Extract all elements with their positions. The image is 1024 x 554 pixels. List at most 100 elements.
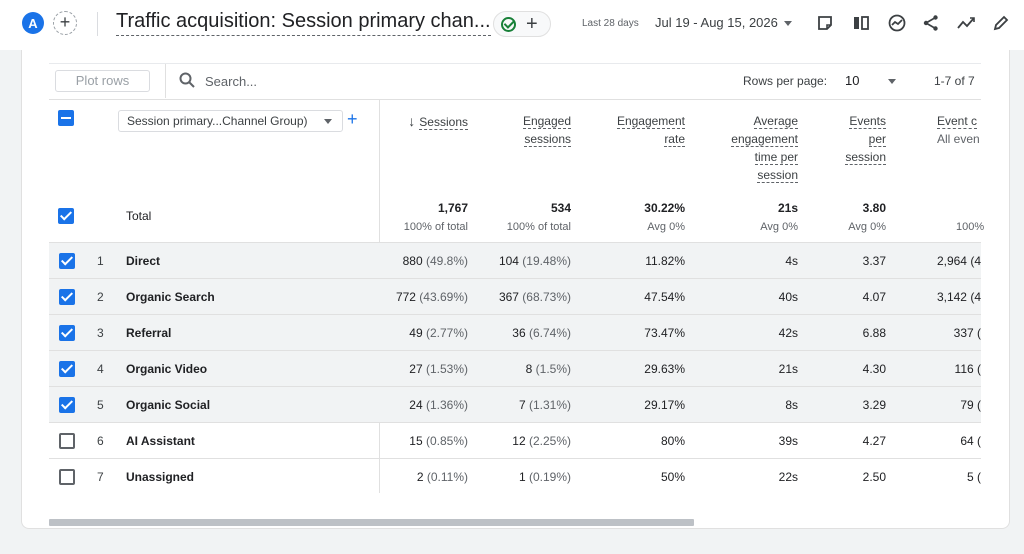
plot-rows-button[interactable]: Plot rows xyxy=(55,70,150,92)
column-header-label: engagement xyxy=(731,132,798,147)
add-comparison-button[interactable]: + xyxy=(53,11,77,35)
table-header-border xyxy=(49,99,981,100)
row-checkbox[interactable] xyxy=(59,433,75,449)
column-header-3[interactable]: Engagement rate xyxy=(585,112,685,148)
metric-value: 12 xyxy=(512,434,526,448)
row-checkbox[interactable] xyxy=(59,289,75,305)
rows-per-page-select[interactable]: 10 xyxy=(845,73,860,88)
row-index: 2 xyxy=(97,290,104,304)
toolbar-top-border xyxy=(49,63,981,64)
channel-name[interactable]: Organic Social xyxy=(126,398,211,412)
chevron-down-icon[interactable] xyxy=(888,79,896,84)
table-row[interactable]: 1 Direct 880 (49.8%) 104 (19.48%) 11.82% 4s 3.… xyxy=(49,242,981,278)
metric-cell: 21s xyxy=(698,362,798,376)
channel-name[interactable]: Direct xyxy=(126,254,161,268)
table-row[interactable]: 7 Unassigned 2 (0.11%) 1 (0.19%) 50% 22s 2.50 5… xyxy=(49,458,981,494)
horizontal-scrollbar[interactable] xyxy=(49,519,694,526)
table-row[interactable]: 2 Organic Search 772 (43.69%) 367 (68.73%) 4… xyxy=(49,278,981,314)
share-icon[interactable] xyxy=(920,12,942,34)
table-row[interactable]: 3 Referral 49 (2.77%) 36 (6.74%) 73.47% 42s 6.… xyxy=(49,314,981,350)
column-header-2[interactable]: Engaged sessions xyxy=(471,112,571,148)
report-title[interactable]: Traffic acquisition: Session primary cha… xyxy=(116,10,491,36)
report-status-pill[interactable]: + xyxy=(493,11,551,37)
row-checkbox[interactable] xyxy=(59,361,75,377)
metric-value: 1 xyxy=(518,470,526,484)
metric-cell: 80% xyxy=(585,434,685,448)
metric-value: 7 xyxy=(518,398,526,412)
metric-value: 4.30 xyxy=(862,362,886,376)
column-header-5[interactable]: Events per session xyxy=(806,112,886,166)
sort-arrow-icon: ↓ xyxy=(408,113,416,129)
metric-cell: 15 (0.85%) xyxy=(368,434,468,448)
metric-percent: (1.31%) xyxy=(525,398,571,412)
metric-cell: 22s xyxy=(698,470,798,484)
metric-cell: 1 (0.19%) xyxy=(471,470,571,484)
report-header: A + Traffic acquisition: Session primary… xyxy=(0,0,1024,50)
row-checkbox[interactable] xyxy=(59,253,75,269)
column-header-label: Engaged xyxy=(522,114,571,129)
compare-icon[interactable] xyxy=(850,12,872,34)
metric-cell: 27 (1.53%) xyxy=(368,362,468,376)
metric-value: 29.17% xyxy=(644,398,685,412)
dimension-select[interactable]: Session primary...Channel Group) xyxy=(118,110,343,132)
chevron-down-icon[interactable] xyxy=(784,21,792,26)
channel-name[interactable]: AI Assistant xyxy=(126,434,195,448)
metric-value: 8 xyxy=(525,362,533,376)
metric-percent: (1.5%) xyxy=(532,362,571,376)
row-index: 4 xyxy=(97,362,104,376)
table-row[interactable]: 6 AI Assistant 15 (0.85%) 12 (2.25%) 80% 39s 4… xyxy=(49,422,981,458)
row-checkbox[interactable] xyxy=(59,397,75,413)
metric-percent: (6.74%) xyxy=(525,326,571,340)
total-subvalue: Avg 0% xyxy=(760,221,798,233)
channel-name[interactable]: Unassigned xyxy=(126,470,195,484)
column-header-1[interactable]: ↓ Sessions xyxy=(368,112,468,131)
metric-cell: 2 (0.11%) xyxy=(368,470,468,484)
column-header-4[interactable]: Average engagement time per session xyxy=(698,112,798,184)
select-all-checkbox[interactable] xyxy=(58,110,74,126)
chevron-down-icon xyxy=(324,119,332,124)
metric-value: 4.07 xyxy=(862,290,886,304)
column-header-6[interactable]: Event c All even xyxy=(937,112,982,148)
channel-name[interactable]: Organic Search xyxy=(126,290,215,304)
metric-cell: 772 (43.69%) xyxy=(368,290,468,304)
edit-icon[interactable] xyxy=(990,12,1012,34)
metric-value: 42s xyxy=(778,326,798,340)
add-dimension-button[interactable]: + xyxy=(347,109,358,129)
metric-cell: 4.30 xyxy=(806,362,886,376)
metric-percent: (68.73%) xyxy=(518,290,571,304)
metric-cell: 40s xyxy=(698,290,798,304)
table-row[interactable]: 5 Organic Social 24 (1.36%) 7 (1.31%) 29.17%… xyxy=(49,386,981,422)
check-circle-icon xyxy=(501,17,516,32)
total-subvalue: 100% xyxy=(956,221,985,233)
metric-cell: 11.82% xyxy=(585,254,685,268)
insights-icon[interactable] xyxy=(886,12,908,34)
column-header-label: session xyxy=(845,150,886,165)
metric-cell: 49 (2.77%) xyxy=(368,326,468,340)
column-header-label: per xyxy=(868,132,886,147)
metric-value: 29.63% xyxy=(644,362,685,376)
metric-cell: 47.54% xyxy=(585,290,685,304)
metric-value: 27 xyxy=(409,362,423,376)
note-icon[interactable] xyxy=(814,12,836,34)
column-header-label: Event c xyxy=(937,114,978,129)
search-input[interactable]: Search... xyxy=(205,74,258,89)
channel-name[interactable]: Organic Video xyxy=(126,362,208,376)
add-icon[interactable]: + xyxy=(526,13,538,35)
row-checkbox[interactable] xyxy=(59,469,75,485)
metric-cell: 8s xyxy=(698,398,798,412)
metric-percent: (2.77%) xyxy=(422,326,468,340)
row-checkbox[interactable] xyxy=(59,325,75,341)
trend-icon[interactable] xyxy=(955,12,977,34)
property-avatar[interactable]: A xyxy=(22,12,44,34)
table-row[interactable]: 4 Organic Video 27 (1.53%) 8 (1.5%) 29.63% 21… xyxy=(49,350,981,386)
metric-value: 11.82% xyxy=(645,254,685,268)
metric-value: 4s xyxy=(785,254,798,268)
total-checkbox[interactable] xyxy=(58,208,74,224)
date-range-picker[interactable]: Jul 19 - Aug 15, 2026 xyxy=(655,15,778,30)
column-header-label: Average xyxy=(753,114,798,129)
metric-cell: 42s xyxy=(698,326,798,340)
page-count: 1-7 of 7 xyxy=(934,74,975,88)
metric-value: 40s xyxy=(778,290,798,304)
channel-name[interactable]: Referral xyxy=(126,326,172,340)
metric-value: 49 xyxy=(409,326,423,340)
